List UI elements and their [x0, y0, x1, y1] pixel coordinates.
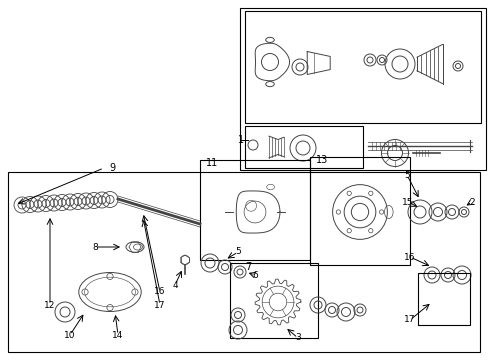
Text: 8: 8	[92, 243, 98, 252]
Text: 11: 11	[206, 158, 218, 168]
Text: 17: 17	[154, 301, 166, 310]
Text: 16: 16	[154, 288, 166, 297]
Bar	[245, 126, 363, 168]
Text: 2: 2	[469, 198, 475, 207]
Text: 5: 5	[404, 171, 410, 180]
Bar	[200, 160, 310, 260]
Text: 16: 16	[404, 252, 416, 261]
Text: 15: 15	[402, 198, 414, 207]
Text: 17: 17	[404, 315, 416, 324]
Text: 5: 5	[235, 248, 241, 256]
Bar	[310, 157, 410, 265]
Bar	[418, 273, 470, 325]
Text: 3: 3	[295, 333, 301, 342]
Text: 14: 14	[112, 330, 123, 339]
Bar	[240, 8, 486, 170]
Text: 9: 9	[109, 163, 115, 173]
Bar	[8, 172, 480, 352]
Text: 13: 13	[316, 155, 328, 165]
Text: 10: 10	[64, 330, 76, 339]
Bar	[230, 263, 318, 338]
Text: 1: 1	[238, 135, 244, 145]
Bar	[245, 11, 481, 123]
Text: 4: 4	[172, 280, 178, 289]
Text: 12: 12	[44, 301, 56, 310]
Text: 7: 7	[245, 262, 251, 272]
Text: 6: 6	[252, 270, 258, 279]
